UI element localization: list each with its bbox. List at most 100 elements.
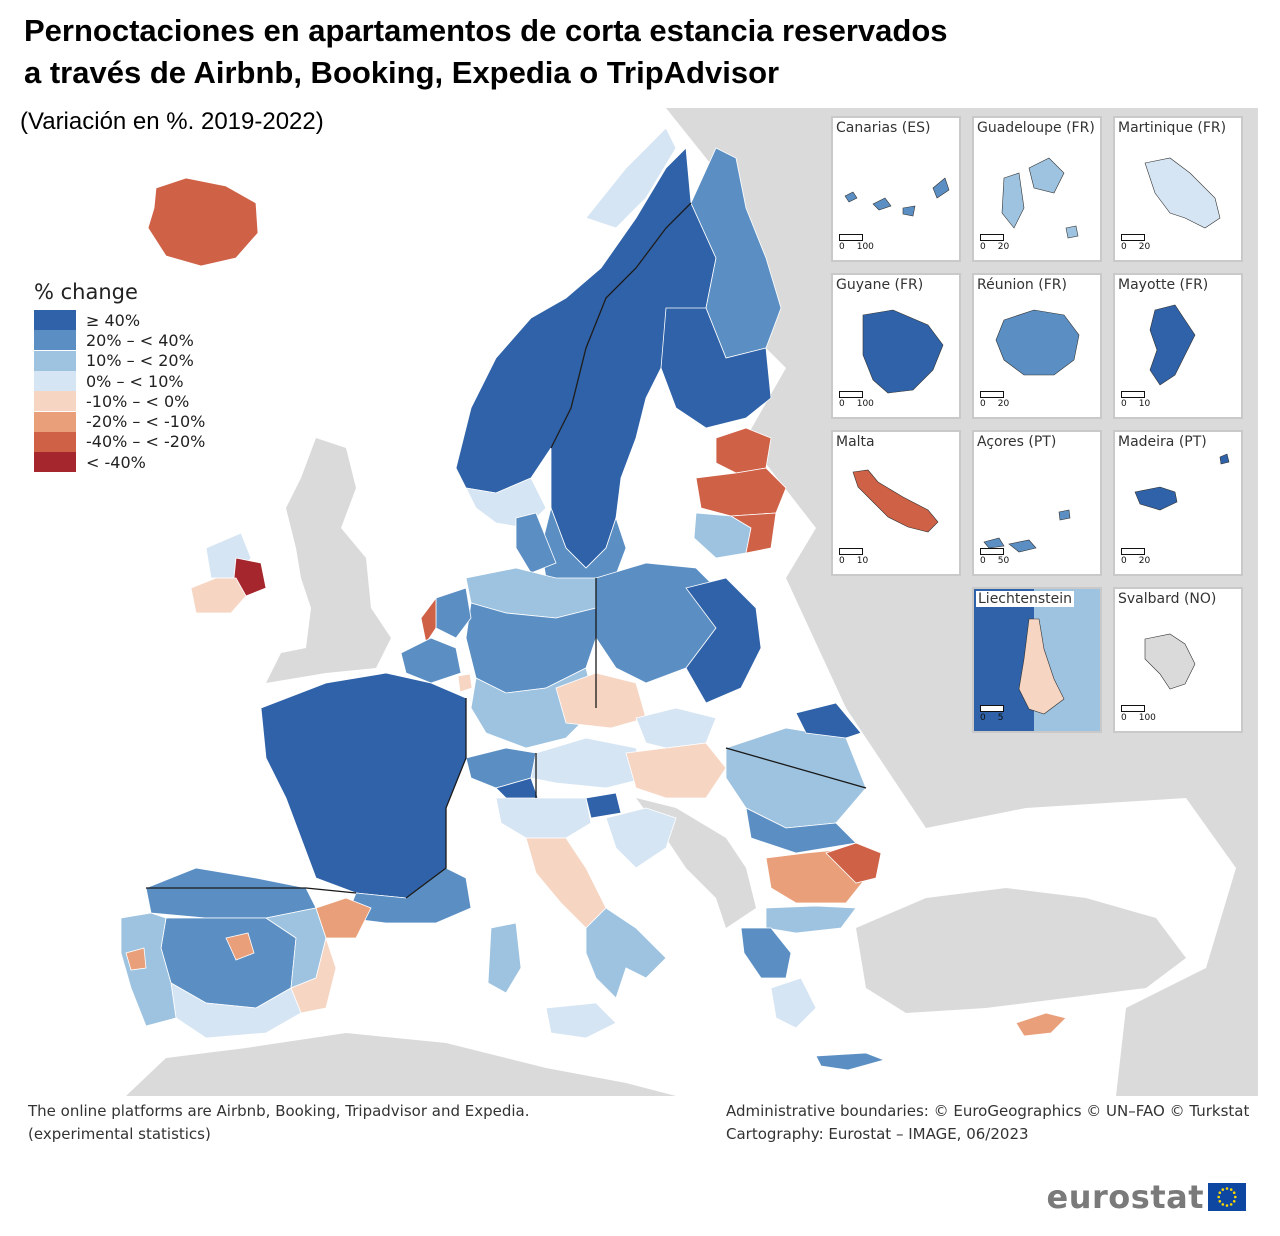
scale-max-label: 100 [856,242,874,252]
inset-mayotte-fr: Mayotte (FR) 0 10 [1113,273,1243,419]
scale-min-label: 0 [839,556,845,566]
inset-guyane-fr: Guyane (FR) 0 100 [831,273,961,419]
inset-title: Réunion (FR) [977,277,1067,293]
region-hungary [625,742,727,799]
legend-swatch [34,330,76,351]
scale-bar: 0 100 [839,234,874,252]
scale-bar-graphic [839,391,863,398]
legend-label: -10% – < 0% [86,391,190,411]
region-andalusia [170,982,302,1039]
region-finland-north [690,147,782,359]
scale-bar: 0 10 [839,548,868,566]
inset-map-shape [1134,453,1230,511]
region-austria [530,737,647,789]
legend-label: 20% – < 40% [86,330,194,350]
map-title-line1: Pernoctaciones en apartamentos de corta … [24,13,948,48]
legend-swatch [34,452,76,473]
legend-item: -20% – < -10% [34,411,206,432]
legend-title: % change [34,280,138,304]
inset-map-shape [844,177,950,217]
inset-map-shape [1018,589,1100,731]
legend-label: 0% – < 10% [86,371,184,391]
inset-martinique-fr: Martinique (FR) 0 20 [1113,116,1243,262]
region-slovenia [585,792,622,819]
inset-map-shape [862,309,944,394]
scale-bar: 0 20 [1121,548,1150,566]
inset-malta: Malta 0 10 [831,430,961,576]
region-ireland-midlands [233,557,267,597]
region-cyprus [1015,1012,1067,1037]
inset-region [1144,633,1196,690]
scale-max-label: 10 [856,556,869,566]
scale-bar: 0 50 [980,548,1009,566]
inset-region [995,309,1080,376]
inset-region [1144,157,1221,229]
national-borders [146,202,867,899]
scale-max-label: 100 [856,399,874,409]
inset-madeira-pt: Madeira (PT) 0 20 [1113,430,1243,576]
inset-map-shape [1144,633,1196,690]
inset-title: Guadeloupe (FR) [977,120,1095,136]
inset-title: Madeira (PT) [1118,434,1207,450]
region-lithuania-east [729,512,777,554]
scale-bar: 0 20 [980,391,1009,409]
region-sicily [545,1002,617,1039]
footnote-left: The online platforms are Airbnb, Booking… [28,1100,530,1146]
region-latvia [695,467,787,517]
region-portugal [120,912,177,1027]
land-north-africa [126,1033,676,1096]
region-greece-west [740,927,792,979]
scale-bar: 0 20 [1121,234,1150,252]
region-portugal-centre [125,947,147,971]
scale-bar-labels: 0 100 [1121,713,1156,723]
inset-map-shape [995,309,1080,376]
region-norway-north [585,127,677,229]
region-sardinia [487,922,522,994]
scale-min-label: 0 [980,556,986,566]
legend-item: -10% – < 0% [34,391,205,412]
region-netherlands-coast [420,596,437,645]
footnote-right-line2: Cartography: Eurostat – IMAGE, 06/2023 [726,1125,1029,1143]
legend-label: < -40% [86,452,146,472]
scale-bar-labels: 0 20 [1121,556,1150,566]
land-uk [266,438,391,683]
inset-title: Liechtenstein [976,591,1075,607]
scale-min-label: 0 [1121,556,1127,566]
legend-label: -40% – < -20% [86,432,206,452]
region-croatia [605,807,677,869]
scale-min-label: 0 [980,713,986,723]
scale-bar-graphic [1121,234,1145,241]
inset-title: Açores (PT) [977,434,1057,450]
eurostat-logo: eurostat [1047,1178,1246,1216]
legend-item: 0% – < 10% [34,371,205,392]
inset-map-shape [1149,304,1196,386]
region-poland-east [685,577,762,704]
scale-bar: 0 20 [980,234,1009,252]
legend-swatch [34,391,76,412]
inset-map-shape [1144,157,1221,229]
scale-bar-labels: 0 50 [980,556,1009,566]
footnote-right-line1: Administrative boundaries: © EuroGeograp… [726,1102,1250,1120]
inset-title: Mayotte (FR) [1118,277,1209,293]
scale-bar-graphic [980,234,1004,241]
scale-bar-labels: 0 100 [839,242,874,252]
legend-item: < -40% [34,452,205,473]
region-italy-south [585,907,667,999]
scale-bar: 0 100 [1121,705,1156,723]
scale-bar-graphic [1121,548,1145,555]
scale-bar-graphic [839,234,863,241]
inset-title: Martinique (FR) [1118,120,1227,136]
region-madrid [225,932,255,961]
inset-region [1001,157,1079,239]
region-bulgaria-east [825,842,882,884]
region-romania-north-east [795,702,862,739]
footnote-left-line1: The online platforms are Airbnb, Booking… [28,1102,530,1120]
scale-bar-graphic [1121,391,1145,398]
inset-region [983,509,1071,553]
legend-label: -20% – < -10% [86,412,206,432]
scale-max-label: 5 [997,713,1004,723]
inset-title: Guyane (FR) [836,277,924,293]
inset-map-shape [852,469,939,533]
inset-title: Canarias (ES) [836,120,931,136]
region-greece-attica [770,977,817,1029]
